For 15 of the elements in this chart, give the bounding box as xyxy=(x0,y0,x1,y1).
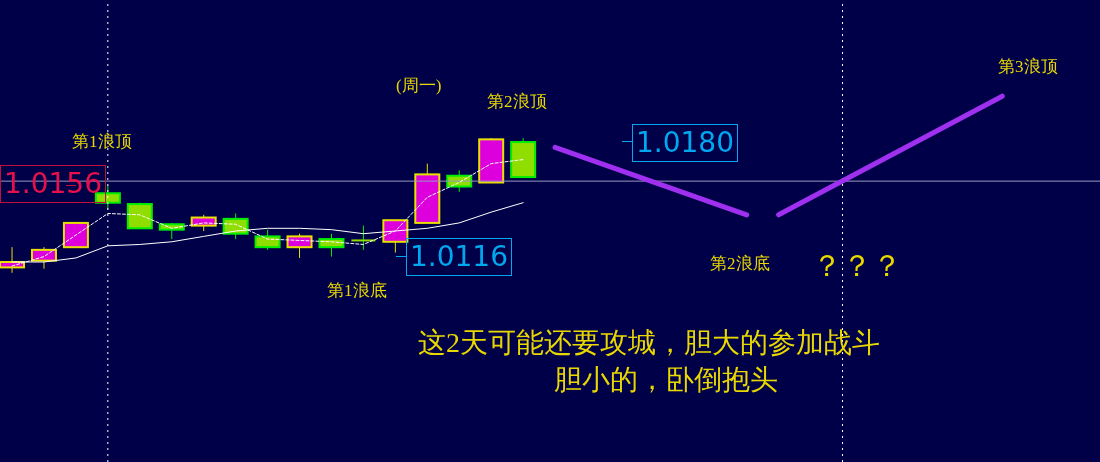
annotation: 第2浪底 xyxy=(710,254,770,275)
annotation: 第1浪顶 xyxy=(72,132,132,153)
annotation: 1.0116 xyxy=(406,238,512,276)
text: (周一) xyxy=(396,76,442,97)
annotation: 1.0180 xyxy=(632,124,738,162)
text: 第2浪顶 xyxy=(487,92,547,113)
candlestick xyxy=(350,225,377,251)
annotation: ？？？ xyxy=(812,248,902,284)
candlestick xyxy=(318,233,345,258)
text: 第1浪底 xyxy=(327,281,387,302)
annotation: 1.0156 xyxy=(0,165,106,203)
text: 胆小的，卧倒抱头 xyxy=(554,363,778,397)
text: 这2天可能还要攻城，胆大的参加战斗 xyxy=(418,326,880,360)
text: 第3浪顶 xyxy=(998,57,1058,78)
candlestick xyxy=(286,233,313,259)
